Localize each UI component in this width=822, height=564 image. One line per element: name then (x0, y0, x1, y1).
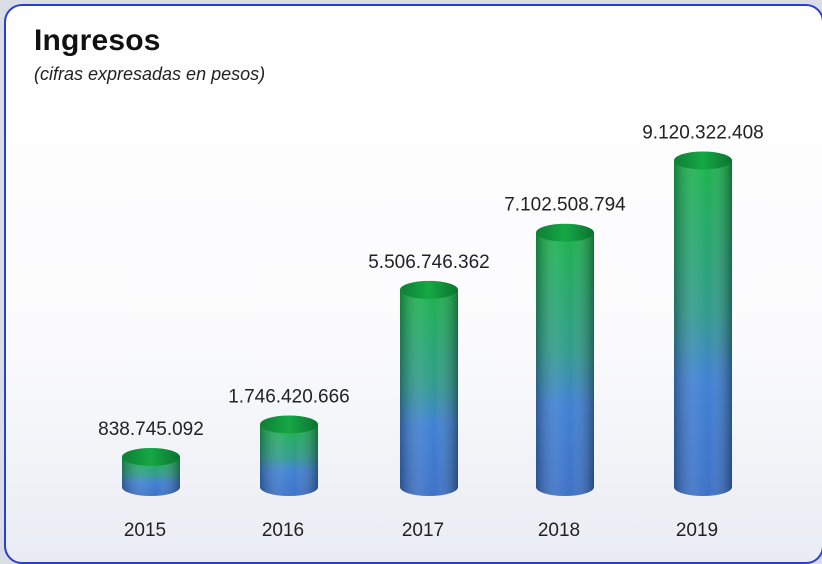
bar-top (400, 280, 458, 299)
bar: 9.120.322.408 2019 (642, 122, 764, 541)
bar-shading (400, 289, 458, 496)
bar-top (260, 415, 318, 434)
data-label: 7.102.508.794 (504, 195, 626, 216)
data-label: 1.746.420.666 (228, 386, 350, 407)
bar-shading (536, 232, 594, 497)
x-tick-label: 2019 (676, 520, 718, 541)
bar-chart: 838.745.092 2015 1.746.420.666 2016 5.506.74… (98, 122, 764, 541)
bar: 5.506.746.362 2017 (368, 252, 490, 541)
data-label: 838.745.092 (98, 419, 204, 440)
bar-shading (674, 160, 732, 496)
bar: 838.745.092 2015 (98, 419, 204, 541)
data-label: 9.120.322.408 (642, 122, 764, 143)
x-tick-label: 2017 (402, 520, 444, 541)
chart-title: Ingresos (34, 24, 161, 57)
bar: 7.102.508.794 2018 (504, 195, 626, 541)
x-tick-label: 2015 (124, 520, 166, 541)
x-tick-label: 2016 (262, 520, 304, 541)
bar: 1.746.420.666 2016 (228, 386, 350, 541)
bar-shading (260, 424, 318, 496)
bar-shading (122, 456, 180, 496)
bar-top (122, 447, 180, 466)
chart-subtitle: (cifras expresadas en pesos) (34, 64, 266, 84)
x-tick-label: 2018 (538, 520, 580, 541)
bar-top (674, 151, 732, 170)
bar-top (536, 223, 594, 242)
chart-card: Ingresos (cifras expresadas en pesos) 8 (4, 4, 822, 564)
data-label: 5.506.746.362 (368, 252, 490, 273)
